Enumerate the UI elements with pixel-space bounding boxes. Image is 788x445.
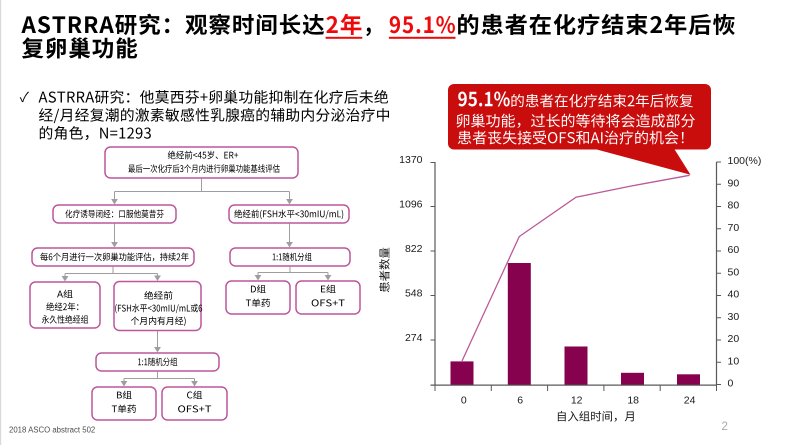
svg-text:6: 6	[517, 394, 523, 406]
svg-text:40: 40	[728, 289, 740, 301]
svg-text:2018 ASCO abstract 502: 2018 ASCO abstract 502	[9, 425, 95, 434]
svg-text:0: 0	[728, 378, 734, 390]
svg-text:80: 80	[728, 200, 740, 212]
svg-text:24: 24	[684, 394, 696, 406]
svg-text:20: 20	[728, 333, 740, 345]
svg-text:60: 60	[728, 244, 740, 256]
svg-text:50: 50	[728, 266, 740, 278]
svg-text:274: 274	[405, 332, 423, 344]
svg-text:10: 10	[728, 355, 740, 367]
svg-text:548: 548	[405, 288, 423, 300]
svg-text:70: 70	[728, 222, 740, 234]
svg-text:100(%): 100(%)	[728, 155, 762, 167]
svg-text:822: 822	[405, 243, 423, 255]
svg-text:12: 12	[571, 394, 583, 406]
svg-text:18: 18	[627, 394, 639, 406]
svg-text:1096: 1096	[399, 199, 423, 211]
svg-text:90: 90	[728, 177, 740, 189]
svg-text:0: 0	[461, 394, 467, 406]
svg-text:1370: 1370	[399, 154, 423, 166]
svg-text:30: 30	[728, 311, 740, 323]
svg-text:2: 2	[722, 421, 728, 433]
